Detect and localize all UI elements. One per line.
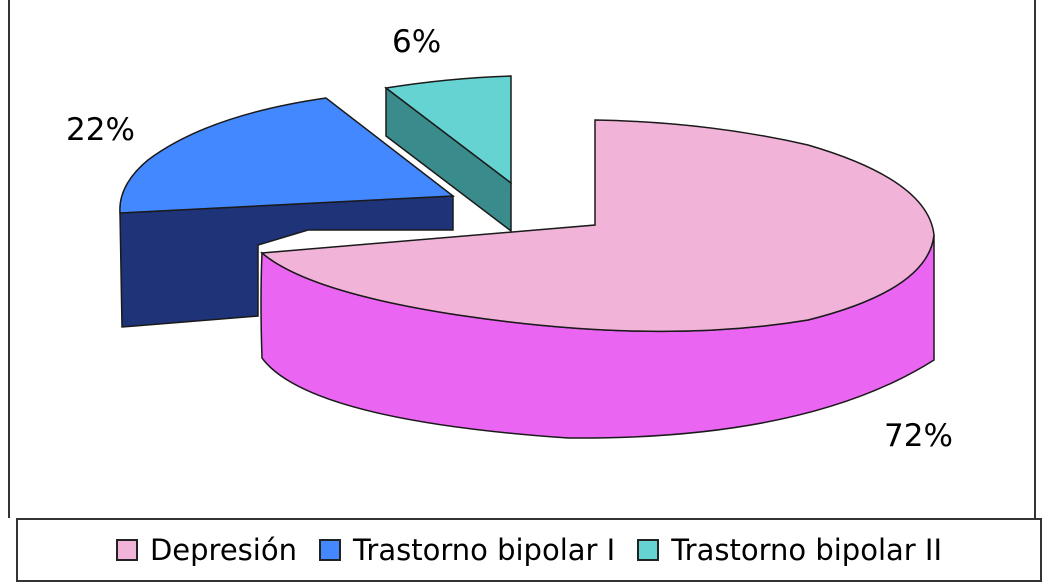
pie-slice-trastorno-bipolar-ii: [384, 75, 512, 233]
legend-item-trastorno-bipolar-i: Trastorno bipolar I: [318, 533, 616, 567]
legend-swatch-trastorno-bipolar-i: [318, 539, 341, 561]
data-label-depresion: 72%: [884, 418, 953, 454]
pie-slice-depresion: [260, 119, 935, 439]
slice-side-trastorno-bipolar-i: [119, 195, 454, 328]
legend-item-depresion: Depresión: [115, 533, 297, 567]
legend-label-depresion: Depresión: [149, 533, 297, 567]
chart-legend: Depresión Trastorno bipolar I Trastorno …: [16, 518, 1042, 582]
legend-item-trastorno-bipolar-ii: Trastorno bipolar II: [637, 533, 942, 567]
slice-top-depresion: [260, 119, 935, 333]
legend-swatch-trastorno-bipolar-ii: [637, 539, 660, 561]
legend-swatch-depresion: [115, 539, 138, 561]
chart-frame: 6% 22% 72% Depresión Trastorno bipolar I…: [8, 0, 1042, 584]
pie-slice-trastorno-bipolar-i: [119, 97, 456, 328]
data-label-trastorno-bipolar-ii: 6%: [392, 24, 441, 60]
data-label-trastorno-bipolar-i: 22%: [66, 112, 135, 148]
legend-label-trastorno-bipolar-ii: Trastorno bipolar II: [671, 533, 943, 567]
legend-label-trastorno-bipolar-i: Trastorno bipolar I: [352, 533, 616, 567]
slice-top-trastorno-bipolar-ii: [384, 75, 512, 185]
slice-top-trastorno-bipolar-i: [119, 97, 456, 214]
pie-chart: 6% 22% 72%: [8, 0, 1036, 518]
